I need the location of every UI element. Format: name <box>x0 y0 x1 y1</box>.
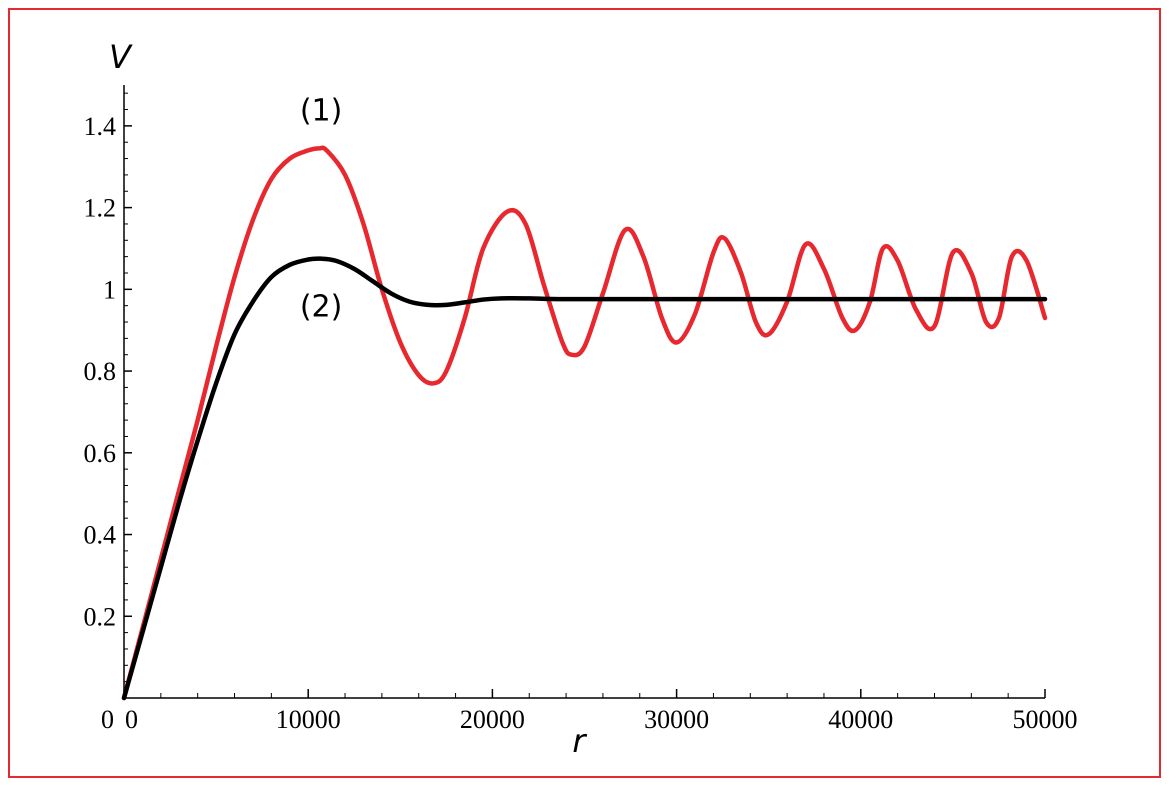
x-axis-title: r <box>572 722 587 760</box>
curve-label-1: (1) <box>300 93 343 128</box>
minor-ticks <box>124 92 1009 698</box>
x-tick-label: 10000 <box>276 705 341 734</box>
origin-label: 0 <box>101 705 114 734</box>
series-2-line <box>121 256 1048 701</box>
y-tick-label: 0.4 <box>84 521 117 550</box>
y-tick-label: 1.2 <box>84 194 117 223</box>
y-tick-label: 1 <box>103 275 116 304</box>
y-tick-label: 1.4 <box>84 112 117 141</box>
x-tick-label: 0 <box>125 705 138 734</box>
major-ticks <box>123 125 1046 698</box>
axes <box>123 85 1045 699</box>
series-1-line <box>121 145 1048 701</box>
y-tick-label: 0.2 <box>84 602 117 631</box>
x-tick-label: 50000 <box>1013 705 1078 734</box>
series-layer <box>121 145 1048 701</box>
x-tick-label: 20000 <box>460 705 525 734</box>
y-axis-title: V <box>109 38 133 76</box>
y-tick-label: 0.6 <box>84 439 117 468</box>
curve-label-2: (2) <box>300 290 343 325</box>
x-tick-label: 30000 <box>644 705 709 734</box>
x-tick-label: 40000 <box>828 705 893 734</box>
chart-frame <box>8 8 1161 778</box>
labels-layer: V r 0 0.2 0.4 0.6 0.8 1 1.2 1.4 0 10000 20000 3000… <box>84 38 1078 760</box>
y-tick-label: 0.8 <box>84 357 117 386</box>
